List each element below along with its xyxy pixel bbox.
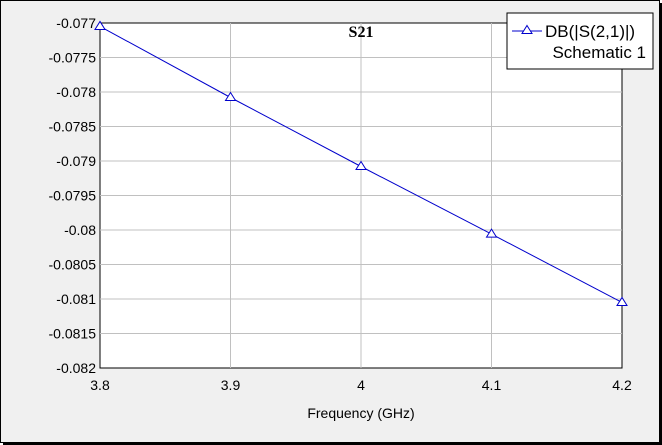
x-axis-title: Frequency (GHz) — [307, 405, 414, 421]
data-point-marker — [224, 91, 237, 102]
x-tick-label: 4.1 — [482, 377, 502, 393]
legend-triangle-icon — [521, 24, 533, 34]
y-tick-label: -0.077 — [56, 15, 96, 31]
y-tick-label: -0.0785 — [49, 119, 97, 135]
data-point-marker — [616, 296, 628, 306]
y-tick-label: -0.081 — [56, 291, 96, 307]
y-tick-label: -0.0775 — [49, 50, 97, 66]
y-tick-label: -0.079 — [56, 153, 96, 169]
y-tick-label: -0.0815 — [49, 326, 97, 342]
x-tick-label: 3.9 — [221, 377, 241, 393]
x-tick-label: 4.2 — [612, 377, 632, 393]
chart-title: S21 — [349, 24, 374, 41]
data-point-marker — [485, 228, 498, 238]
y-tick-label: -0.0795 — [49, 188, 97, 204]
legend-series-source: Schematic 1 — [552, 43, 646, 62]
y-tick-label: -0.0805 — [49, 257, 97, 273]
y-tick-label: -0.078 — [56, 84, 96, 100]
series-layer — [94, 20, 628, 306]
x-tick-label: 3.8 — [90, 377, 110, 393]
legend-box — [506, 12, 654, 70]
legend: DB(|S(2,1)|) Schematic 1 — [506, 12, 654, 70]
x-tick-label: 4 — [357, 377, 365, 393]
legend-series-name: DB(|S(2,1)|) — [545, 22, 635, 41]
data-point-marker — [355, 160, 367, 171]
y-tick-label: -0.08 — [64, 222, 96, 238]
y-tick-label: -0.082 — [56, 360, 96, 376]
data-point-marker — [94, 20, 106, 30]
tick-labels: 3.8 3.9 4 4.1 4.2 -0.077 -0.0775 -0.078 -0.0785 -… — [49, 15, 632, 393]
